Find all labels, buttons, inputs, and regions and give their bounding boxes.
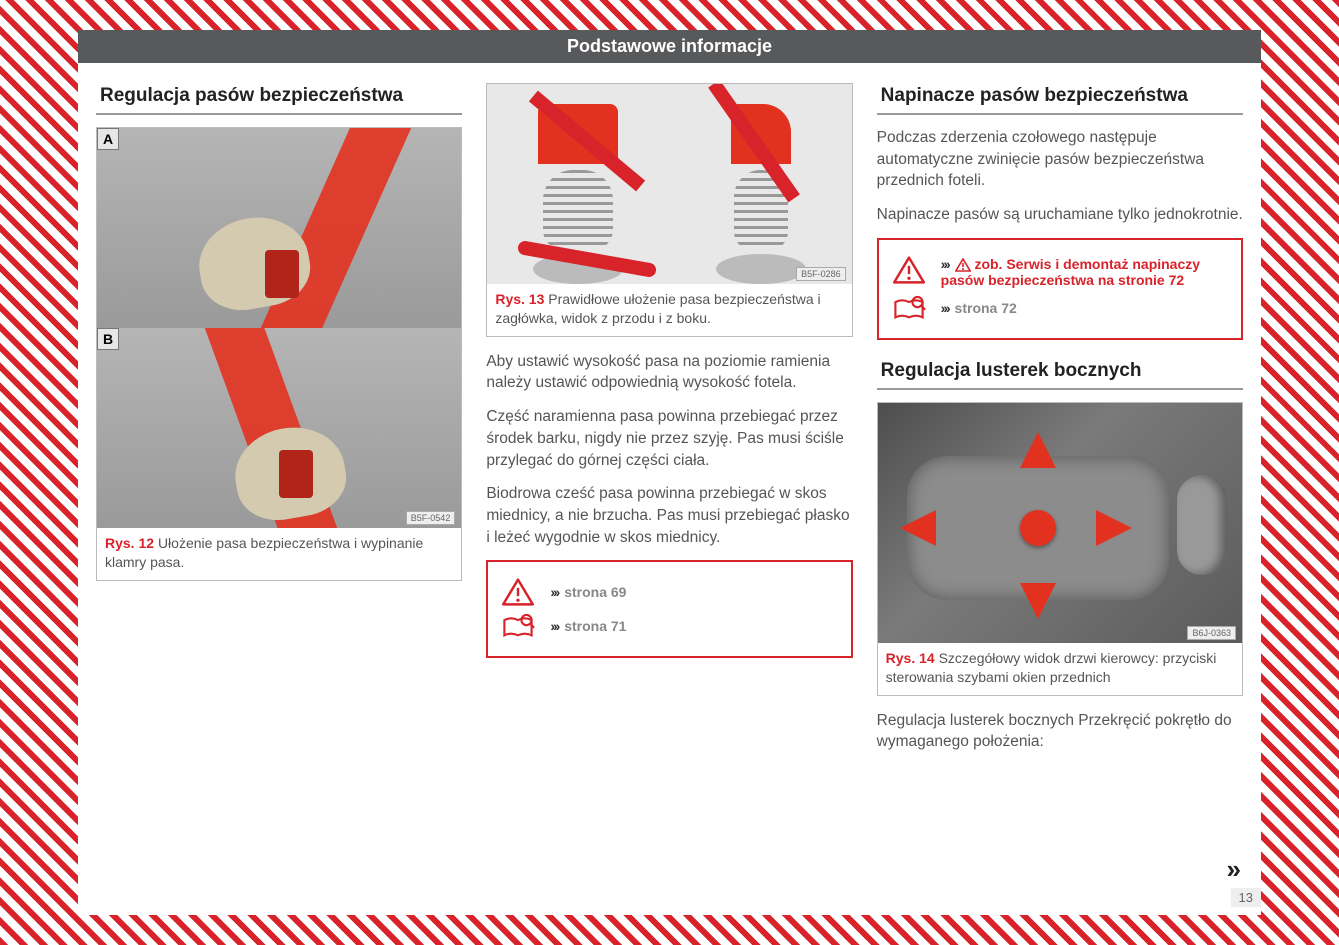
figure-12b-scene: B B5F-0542 [97, 328, 461, 528]
buckle-illustration [265, 250, 299, 298]
figure-12-label-b: B [97, 328, 119, 350]
col3-ref-book-row: ››› strona 72 [891, 294, 1229, 322]
page-content: Podstawowe informacje Regulacja pasów be… [78, 30, 1261, 915]
skeleton-side-view [684, 104, 837, 284]
col2-ref-warning-text: ››› strona 69 [550, 584, 626, 600]
figure-12-image-code: B5F-0542 [406, 511, 456, 525]
figure-13-rys-label: Rys. 13 [495, 291, 544, 307]
figure-13-caption-text: Prawidłowe ułożenie pasa bezpieczeństwa … [495, 291, 820, 326]
figure-12-label-a: A [97, 128, 119, 150]
figure-14-rys-label: Rys. 14 [886, 650, 935, 666]
col3-ref-warning-long-text: zob. Serwis i demontaż napinaczy pasów b… [941, 256, 1200, 288]
figure-12-image: A B B5F-0542 [97, 128, 461, 528]
col2-ref-book-row: ››› strona 71 [500, 612, 838, 640]
chevron-icon: ››› [550, 584, 558, 600]
col3-ref-book-page: strona 72 [955, 300, 1017, 316]
arrow-left-icon [900, 510, 936, 546]
inline-warning-triangle-icon [955, 258, 971, 272]
figure-12-box: A B B5F-0542 Rys. 12 Ułożen [96, 127, 462, 581]
figure-12-rys-label: Rys. 12 [105, 535, 154, 551]
figure-14-box: B6J-0363 Rys. 14 Szczegółowy widok drzwi… [877, 402, 1243, 696]
three-column-layout: Regulacja pasów bezpieczeństwa A B B [78, 83, 1261, 765]
col3-paragraph-3: Regulacja lusterek bocznych Przekręcić p… [877, 710, 1243, 753]
figure-14-caption-text: Szczegółowy widok drzwi kierowcy: przyci… [886, 650, 1217, 685]
figure-13-box: B5F-0286 Rys. 13 Prawidłowe ułożenie pas… [486, 83, 852, 337]
col3-reference-box: ››› zob. Serwis i demontaż napinaczy pas… [877, 238, 1243, 340]
figure-14-image: B6J-0363 [878, 403, 1242, 643]
warning-triangle-icon [500, 578, 536, 606]
section-title-belt-adjust: Regulacja pasów bezpieczeństwa [96, 83, 462, 115]
skeleton-front-view [502, 104, 655, 284]
col2-reference-box: ››› strona 69 ››› strona 71 [486, 560, 852, 658]
section-title-pretensioners: Napinacze pasów bezpieczeństwa [877, 83, 1243, 115]
chevron-icon: ››› [941, 300, 949, 316]
page-number: 13 [1231, 888, 1261, 907]
figure-13-caption: Rys. 13 Prawidłowe ułożenie pasa bezpiec… [487, 284, 851, 336]
arrow-right-icon [1096, 510, 1132, 546]
buckle-illustration-b [279, 450, 313, 498]
mirror-control-knob [1020, 510, 1056, 546]
figure-13-image-code: B5F-0286 [796, 267, 846, 281]
col2-paragraph-3: Biodrowa cześć pasa powinna przebiegać w… [486, 483, 852, 548]
col2-ref-book-page: strona 71 [564, 618, 626, 634]
pelvis-side [716, 254, 806, 284]
warning-triangle-icon [891, 256, 927, 284]
col2-paragraph-2: Część naramienna pasa powinna przebiegać… [486, 406, 852, 471]
figure-13-image: B5F-0286 [487, 84, 851, 284]
col3-paragraph-1: Podczas zderzenia czołowego następuje au… [877, 127, 1243, 192]
page-header-bar: Podstawowe informacje [78, 30, 1261, 63]
column-2: B5F-0286 Rys. 13 Prawidłowe ułożenie pas… [486, 83, 852, 765]
col2-ref-warning-page: strona 69 [564, 584, 626, 600]
book-icon [891, 294, 927, 322]
column-3: Napinacze pasów bezpieczeństwa Podczas z… [877, 83, 1243, 765]
chevron-icon: ››› [941, 256, 949, 272]
col3-ref-warning-row: ››› zob. Serwis i demontaż napinaczy pas… [891, 256, 1229, 288]
col2-ref-book-text: ››› strona 71 [550, 618, 626, 634]
arrow-up-icon [1020, 432, 1056, 468]
figure-12a-scene: A [97, 128, 461, 328]
col3-ref-warning-text: ››› zob. Serwis i demontaż napinaczy pas… [941, 256, 1229, 288]
col2-ref-warning-row: ››› strona 69 [500, 578, 838, 606]
ribcage-front [543, 170, 613, 250]
page-header-title: Podstawowe informacje [567, 36, 772, 56]
figure-14-caption: Rys. 14 Szczegółowy widok drzwi kierowcy… [878, 643, 1242, 695]
section-title-mirrors: Regulacja lusterek bocznych [877, 358, 1243, 390]
book-icon [500, 612, 536, 640]
door-handle [1177, 475, 1227, 575]
col3-paragraph-2: Napinacze pasów są uruchamiane tylko jed… [877, 204, 1243, 226]
column-1: Regulacja pasów bezpieczeństwa A B B [96, 83, 462, 765]
col2-paragraph-1: Aby ustawić wysokość pasa na poziomie ra… [486, 351, 852, 394]
col3-ref-book-text: ››› strona 72 [941, 300, 1017, 316]
continuation-arrow: » [1227, 854, 1241, 885]
chevron-icon: ››› [550, 618, 558, 634]
arrow-down-icon [1020, 583, 1056, 619]
figure-14-image-code: B6J-0363 [1187, 626, 1236, 640]
figure-12-caption: Rys. 12 Ułożenie pasa bezpieczeństwa i w… [97, 528, 461, 580]
